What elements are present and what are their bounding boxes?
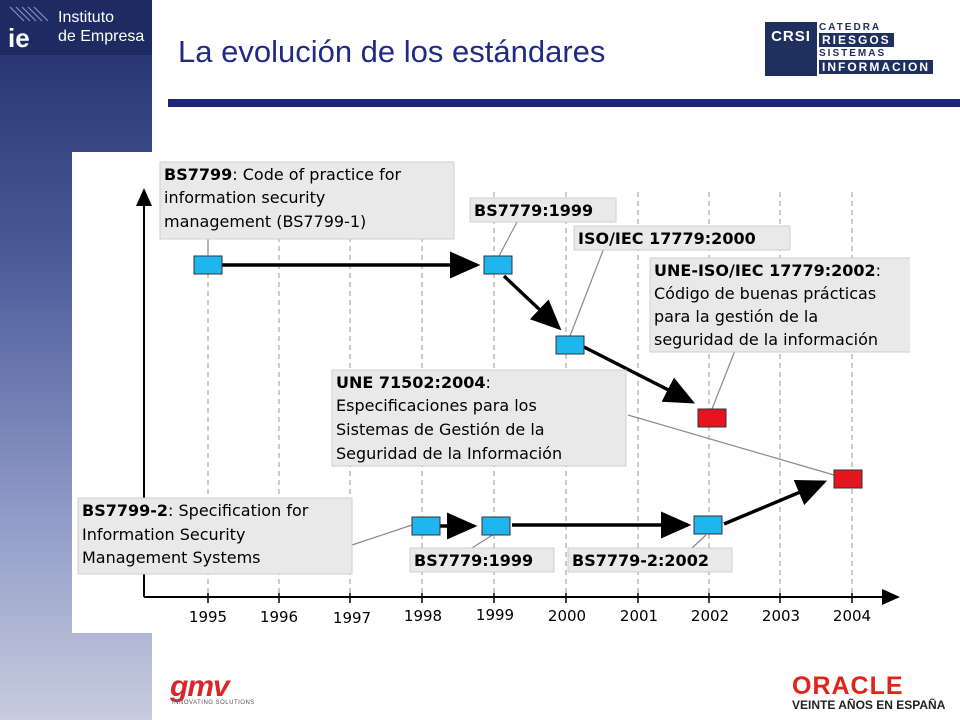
crsi-logo-line3: SISTEMAS [819,48,887,59]
callout-une71502-2004-line1: Especificaciones para los [336,396,537,415]
crsi-logo: CRSI CATEDRA RIESGOS SISTEMAS INFORMACIO… [765,22,941,76]
callout-bs7799-2-line2: Management Systems [82,548,260,567]
year-label-2004: 2004 [833,607,871,625]
callout-une-iso17779-2002-box [649,257,910,353]
callout-bs7799-2-heading: BS7799-2: Specification for [82,501,309,520]
callout-bs7799-line1: information security [164,188,325,207]
oracle-logo-word: ORACLE [792,672,904,700]
year-label-1995: 1995 [189,608,227,626]
callout-bs7779-2-2002-box [567,547,733,573]
arrow-n3-n4 [583,345,696,404]
callout-bs7779-1999-box [469,197,617,223]
timeline-svg: 1995 1996 1997 1998 1999 2000 2001 2002 … [77,161,910,627]
callout-une-iso17779-2002-heading: UNE-ISO/IEC 17779:2002: [654,261,881,280]
callout-bs7779-2-2002-heading: BS7779-2:2002 [572,551,709,570]
year-label-1999: 1999 [476,606,514,624]
callout-bs7799-2-box [77,497,353,575]
callout-une-iso17779-2002-line1: Código de buenas prácticas [654,284,876,303]
arrow-n2-n3 [502,274,562,331]
callout-une-iso17779-2002-line3: seguridad de la información [654,330,878,349]
slide-title: La evolución de los estándares [178,34,606,69]
node-iso17779-2000 [555,335,585,355]
year-label-1998: 1998 [404,607,442,625]
oracle-logo: ORACLE VEINTE AÑOS EN ESPAÑA [790,672,950,716]
callout-une71502-2004-box [331,369,627,467]
ie-logo-mark: ie [4,5,52,51]
year-label-2003: 2003 [762,607,800,625]
callout-une71502-2004-line3: Seguridad de la Información [336,444,562,463]
callout-bs7799-2-line1: Information Security [82,525,245,544]
gmv-logo: gmv INNOVATING SOLUTIONS [170,670,280,710]
node-une71502-2004 [833,469,863,489]
callout-bs7799-box [159,161,455,240]
node-bs7779-1999 [483,255,513,275]
gmv-logo-tagline: INNOVATING SOLUTIONS [172,700,255,706]
callout-leaders [207,221,835,549]
ie-logo-text: Instituto de Empresa [58,8,144,46]
callout-bs7779-1999-lower-heading: BS7779:1999 [414,551,533,570]
crsi-logo-box: CRSI [765,22,817,76]
callout-bs7779-1999-heading: BS7779:1999 [474,201,593,220]
crsi-logo-line1: CATEDRA [819,22,882,33]
callout-iso17779-2000-heading: ISO/IEC 17779:2000 [578,229,756,248]
callout-une71502-2004-line2: Sistemas de Gestión de la [336,420,545,439]
callout-bs7799-line2: management (BS7799-1) [164,212,366,231]
standards-timeline-diagram: 1995 1996 1997 1998 1999 2000 2001 2002 … [72,152,910,633]
gmv-logo-word: gmv [170,670,230,703]
node-bs7779-1999-lower [481,516,511,536]
ie-logo-line2: de Empresa [58,28,145,45]
node-une-iso17779-2002 [697,408,727,428]
callout-bs7799-heading: BS7799: Code of practice for [164,165,401,184]
callout-une71502-2004-heading: UNE 71502:2004: [336,373,491,392]
arrow-n8-n5 [723,479,828,526]
callout-bs7779-1999-lower-box [409,547,555,573]
x-axis-ticks [207,593,853,603]
year-label-2000: 2000 [548,607,586,625]
callout-une-iso17779-2002-line2: para la gestión de la [654,307,818,326]
oracle-logo-tagline: VEINTE AÑOS EN ESPAÑA [792,698,946,712]
title-underline [168,99,960,107]
svg-text:ie: ie [8,23,30,51]
node-bs7779-2-2002 [693,515,723,535]
year-label-1997: 1997 [333,609,371,627]
year-label-2001: 2001 [620,607,658,625]
node-bs7799-1995 [193,255,223,275]
ie-logo-line1: Instituto [58,9,115,26]
year-label-1996: 1996 [260,608,298,626]
callout-iso17779-2000-box [573,225,791,251]
crsi-logo-line4: INFORMACION [819,60,933,74]
node-bs7799-2-1998 [411,516,441,536]
ie-logo: ie Instituto de Empresa [0,0,152,55]
crsi-logo-line2: RIESGOS [819,33,894,47]
year-label-2002: 2002 [691,607,729,625]
